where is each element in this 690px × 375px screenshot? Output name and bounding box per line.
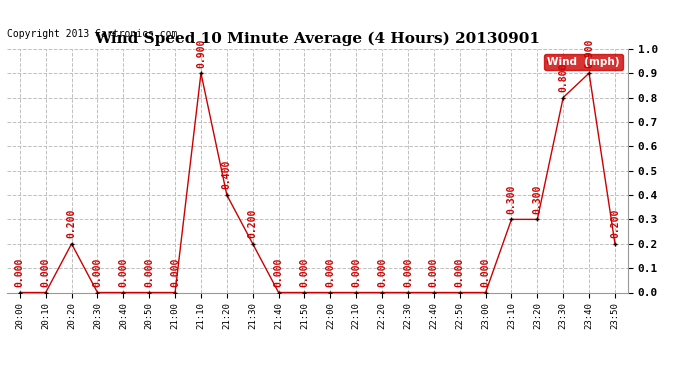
Point [325, 290, 336, 296]
Title: Wind Speed 10 Minute Average (4 Hours) 20130901: Wind Speed 10 Minute Average (4 Hours) 2… [95, 32, 540, 46]
Text: 0.300: 0.300 [506, 184, 516, 214]
Point [273, 290, 284, 296]
Text: 0.000: 0.000 [455, 258, 464, 287]
Text: 0.200: 0.200 [67, 209, 77, 238]
Point [195, 70, 206, 76]
Point [532, 216, 543, 222]
Point [402, 290, 413, 296]
Point [480, 290, 491, 296]
Text: 0.200: 0.200 [610, 209, 620, 238]
Text: 0.400: 0.400 [222, 160, 232, 189]
Text: 0.900: 0.900 [584, 38, 594, 68]
Text: 0.000: 0.000 [92, 258, 102, 287]
Text: 0.000: 0.000 [377, 258, 387, 287]
Text: 0.200: 0.200 [248, 209, 257, 238]
Text: 0.000: 0.000 [41, 258, 50, 287]
Point [92, 290, 103, 296]
Point [506, 216, 517, 222]
Point [118, 290, 129, 296]
Text: 0.000: 0.000 [429, 258, 439, 287]
Point [584, 70, 595, 76]
Text: 0.800: 0.800 [558, 63, 568, 92]
Text: 0.000: 0.000 [299, 258, 309, 287]
Text: 0.000: 0.000 [170, 258, 180, 287]
Text: 0.000: 0.000 [403, 258, 413, 287]
Point [66, 241, 77, 247]
Text: 0.000: 0.000 [326, 258, 335, 287]
Point [377, 290, 388, 296]
Text: 0.000: 0.000 [15, 258, 25, 287]
Text: 0.000: 0.000 [351, 258, 361, 287]
Point [609, 241, 620, 247]
Point [428, 290, 440, 296]
Point [558, 94, 569, 100]
Point [299, 290, 310, 296]
Point [14, 290, 26, 296]
Legend: Wind  (mph): Wind (mph) [544, 54, 622, 70]
Text: 0.900: 0.900 [196, 38, 206, 68]
Point [40, 290, 51, 296]
Point [247, 241, 258, 247]
Text: Copyright 2013 Cartronics.com: Copyright 2013 Cartronics.com [7, 29, 177, 39]
Text: 0.300: 0.300 [533, 184, 542, 214]
Point [351, 290, 362, 296]
Text: 0.000: 0.000 [481, 258, 491, 287]
Point [170, 290, 181, 296]
Text: 0.000: 0.000 [144, 258, 154, 287]
Text: 0.000: 0.000 [119, 258, 128, 287]
Point [144, 290, 155, 296]
Point [221, 192, 233, 198]
Point [454, 290, 465, 296]
Text: 0.000: 0.000 [274, 258, 284, 287]
